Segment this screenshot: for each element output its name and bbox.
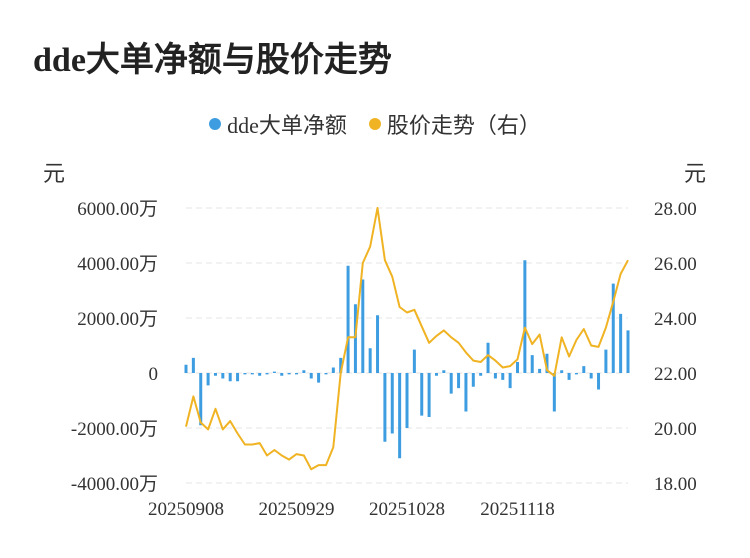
bar bbox=[574, 373, 578, 375]
bar bbox=[309, 373, 313, 379]
bar bbox=[582, 366, 586, 373]
x-tick-label: 20250908 bbox=[148, 499, 224, 520]
bar bbox=[258, 373, 262, 376]
right-tick-label: 24.00 bbox=[654, 309, 697, 330]
bar bbox=[287, 373, 291, 375]
bar bbox=[516, 362, 519, 373]
right-tick-label: 18.00 bbox=[654, 474, 697, 495]
bar bbox=[545, 353, 549, 373]
bar bbox=[376, 315, 380, 373]
bar bbox=[206, 373, 210, 386]
bar bbox=[331, 367, 335, 373]
bar bbox=[250, 373, 254, 375]
bar bbox=[567, 373, 571, 380]
bar bbox=[346, 265, 350, 373]
x-tick-label: 20251118 bbox=[480, 499, 555, 520]
bar bbox=[552, 373, 556, 412]
bar bbox=[383, 373, 387, 442]
bar bbox=[508, 373, 512, 389]
bar bbox=[184, 364, 188, 373]
bar bbox=[604, 349, 608, 373]
right-tick-label: 20.00 bbox=[654, 419, 697, 440]
left-tick-label: -4000.00万 bbox=[71, 474, 158, 495]
legend-item-price[interactable]: 股价走势（右） bbox=[368, 108, 541, 140]
bar bbox=[228, 373, 232, 382]
bar bbox=[221, 373, 225, 379]
left-tick-label: 6000.00万 bbox=[77, 199, 158, 220]
chart-title: dde大单净额与股价走势 bbox=[33, 42, 392, 79]
bar bbox=[353, 304, 357, 373]
bar bbox=[597, 373, 601, 390]
bar bbox=[471, 373, 475, 387]
bar bbox=[420, 373, 424, 416]
bar bbox=[611, 283, 615, 373]
bar bbox=[530, 355, 534, 373]
bar bbox=[302, 370, 306, 373]
bar bbox=[457, 373, 461, 389]
bar bbox=[324, 373, 328, 375]
bar bbox=[243, 373, 247, 375]
legend-label-price: 股价走势（右） bbox=[386, 113, 541, 138]
bar bbox=[295, 373, 298, 375]
bar bbox=[390, 373, 394, 434]
bar bbox=[619, 313, 623, 373]
left-tick-label: -2000.00万 bbox=[71, 419, 158, 440]
bar bbox=[213, 373, 217, 376]
bar bbox=[272, 371, 276, 373]
right-tick-label: 28.00 bbox=[654, 199, 697, 220]
left-tick-label: 0 bbox=[149, 364, 159, 385]
left-axis-unit: 元 bbox=[43, 161, 66, 186]
bar bbox=[405, 373, 409, 428]
right-axis-unit: 元 bbox=[684, 161, 707, 186]
bar bbox=[427, 373, 431, 417]
bar bbox=[191, 357, 195, 373]
bar bbox=[361, 279, 365, 373]
bar bbox=[236, 373, 240, 382]
bar bbox=[479, 373, 483, 376]
bar bbox=[501, 373, 505, 380]
right-tick-label: 22.00 bbox=[654, 364, 697, 385]
bar bbox=[412, 349, 416, 373]
bar bbox=[538, 368, 542, 373]
bar bbox=[280, 373, 284, 376]
bar bbox=[523, 260, 527, 373]
x-tick-label: 20251028 bbox=[369, 499, 445, 520]
bar bbox=[368, 348, 372, 373]
bar bbox=[493, 373, 497, 379]
legend-dot-price bbox=[368, 118, 381, 130]
bar bbox=[339, 357, 343, 373]
bar bbox=[560, 370, 564, 373]
bar bbox=[464, 373, 468, 412]
bar bbox=[398, 373, 402, 459]
legend-label-dde: dde大单净额 bbox=[227, 113, 347, 138]
legend-item-dde[interactable]: dde大单净额 bbox=[209, 108, 347, 140]
bar bbox=[199, 373, 203, 426]
bar bbox=[317, 373, 321, 383]
price-line bbox=[185, 207, 629, 471]
bar bbox=[626, 330, 630, 373]
bar bbox=[265, 373, 269, 375]
x-tick-label: 20250929 bbox=[259, 499, 335, 520]
legend: dde大单净额 股价走势（右） bbox=[0, 108, 750, 140]
bar bbox=[486, 342, 490, 373]
left-tick-label: 2000.00万 bbox=[77, 309, 158, 330]
bar bbox=[434, 373, 438, 376]
bar bbox=[589, 373, 593, 379]
bar bbox=[442, 370, 446, 373]
left-tick-label: 4000.00万 bbox=[77, 254, 158, 275]
legend-dot-dde bbox=[209, 118, 222, 130]
bar bbox=[449, 373, 453, 394]
right-tick-label: 26.00 bbox=[654, 254, 697, 275]
